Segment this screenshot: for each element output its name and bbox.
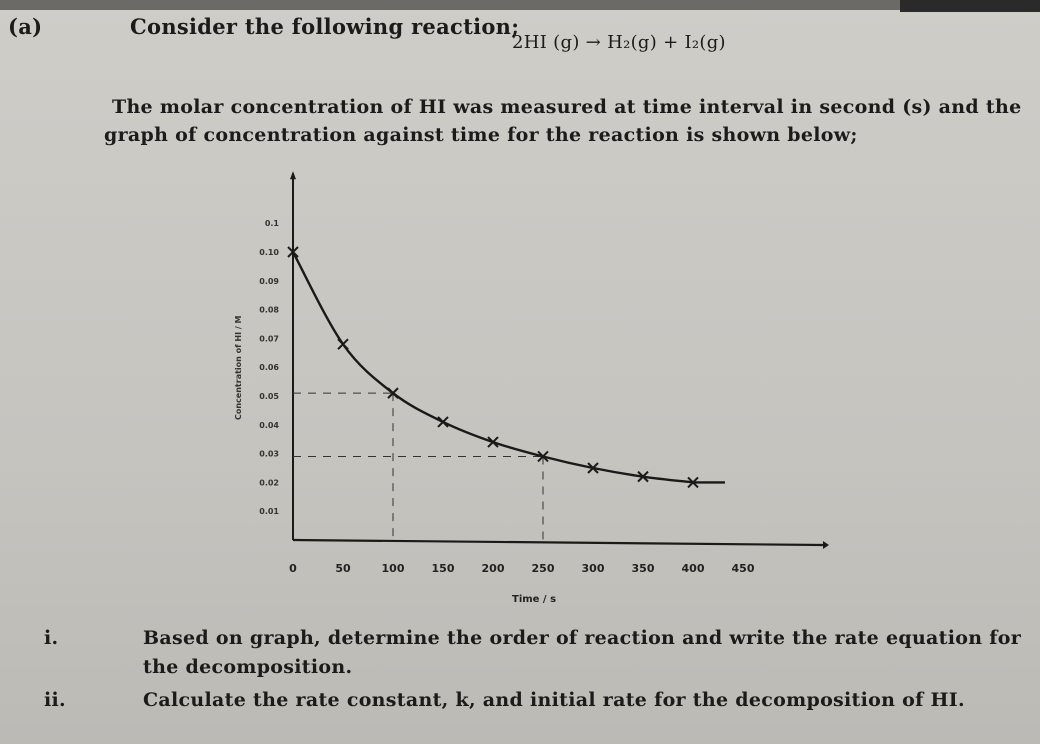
- chart-guide-lines: [293, 392, 544, 540]
- x-tick-label: 200: [482, 562, 505, 575]
- data-point: [387, 387, 399, 399]
- point-stroke: [587, 462, 599, 474]
- y-tick-label: 0.04: [259, 421, 279, 430]
- series-line: [291, 251, 725, 484]
- y-tick-label: 0.02: [259, 478, 279, 487]
- y-tick-label: 0.10: [259, 248, 279, 257]
- data-point: [687, 476, 699, 489]
- point-stroke: [637, 470, 649, 483]
- question-label: (a): [8, 14, 43, 39]
- point-stroke: [537, 450, 549, 463]
- item-number-i: i.: [44, 627, 59, 649]
- data-point: [637, 470, 649, 483]
- item-number-ii: ii.: [44, 689, 66, 711]
- x-axis: [292, 538, 824, 547]
- data-point: [337, 338, 349, 350]
- point-stroke: [387, 387, 399, 399]
- point-stroke: [487, 436, 499, 448]
- data-point: [287, 246, 299, 258]
- data-point: [537, 450, 549, 463]
- x-tick-labels: 0 50 100 150 200 250 300 350 400 450: [289, 562, 755, 575]
- x-tick-label: 0: [289, 562, 297, 575]
- y-axis-arrow: [290, 171, 296, 180]
- item-ii-line-1: Calculate the rate constant, k, and init…: [143, 689, 965, 711]
- x-tick-label: 150: [432, 562, 455, 575]
- x-tick-label: 250: [532, 562, 555, 575]
- page-top-edge: [0, 0, 1040, 10]
- data-point: [437, 416, 449, 428]
- y-tick-label: 0.09: [259, 277, 279, 286]
- paragraph-line-2: graph of concentration against time for …: [104, 124, 858, 146]
- x-tick-label: 100: [382, 562, 405, 575]
- question-lead: Consider the following reaction;: [130, 14, 520, 39]
- y-tick-label: 0.03: [259, 450, 279, 459]
- y-tick-label: 0.06: [259, 363, 279, 372]
- y-tick-label: 0.08: [259, 306, 279, 315]
- y-tick-label: 0.1: [265, 219, 280, 228]
- page-top-corner: [900, 0, 1040, 12]
- chart-points: [287, 246, 699, 489]
- chart-curve: [291, 251, 725, 484]
- x-tick-label: 50: [335, 562, 351, 575]
- x-tick-label: 450: [732, 562, 755, 575]
- y-tick-labels: 0.010.020.030.040.050.060.070.080.090.10…: [259, 219, 279, 516]
- data-point: [587, 462, 599, 474]
- x-tick-label: 400: [682, 562, 705, 575]
- x-axis-title: Time / s: [512, 594, 556, 605]
- item-i-line-2: the decomposition.: [143, 656, 353, 678]
- x-tick-label: 350: [632, 562, 655, 575]
- x-tick-label: 300: [582, 562, 605, 575]
- point-stroke: [287, 246, 299, 258]
- data-point: [487, 436, 499, 448]
- y-tick-label: 0.07: [259, 334, 279, 343]
- x-axis-arrow: [823, 541, 829, 549]
- y-axis-title: Concentration of HI / M: [234, 315, 243, 420]
- item-i-line-1: Based on graph, determine the order of r…: [143, 627, 1022, 649]
- chart-axes: [290, 171, 829, 549]
- y-tick-label: 0.05: [259, 392, 279, 401]
- reaction-equation: 2HI (g) → H₂(g) + I₂(g): [512, 32, 726, 53]
- point-stroke: [687, 476, 699, 489]
- y-tick-label: 0.01: [259, 507, 279, 516]
- point-stroke: [437, 416, 449, 428]
- paragraph-line-1: The molar concentration of HI was measur…: [112, 96, 1022, 118]
- point-stroke: [337, 338, 349, 350]
